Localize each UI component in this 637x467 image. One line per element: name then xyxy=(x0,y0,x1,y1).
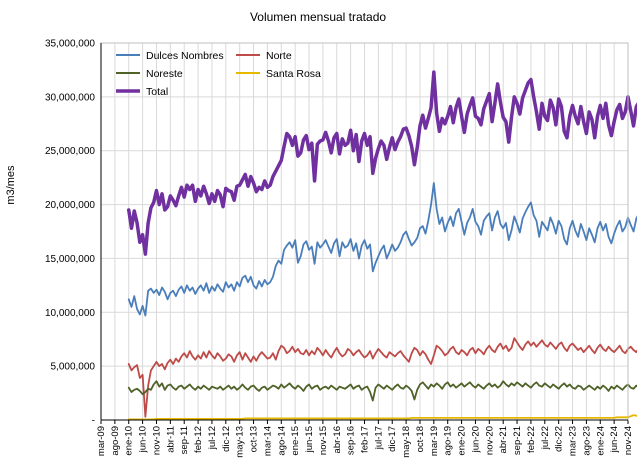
x-tick-label: sep-21 xyxy=(512,426,523,455)
x-tick-label: ene-20 xyxy=(457,426,468,456)
x-tick-label: oct-18 xyxy=(415,426,426,452)
x-tick-label: abr-21 xyxy=(498,426,509,453)
y-tick-label: 35,000,000 xyxy=(45,39,95,50)
y-tick-label: 15,000,000 xyxy=(45,254,95,265)
x-tick-label: feb-22 xyxy=(526,426,537,453)
chart-title: Volumen mensual tratado xyxy=(250,10,386,24)
x-tick-label: abr-16 xyxy=(332,426,343,453)
x-tick-label: dic-17 xyxy=(387,426,398,452)
x-tick-label: oct-13 xyxy=(249,426,260,452)
x-tick-label: sep-16 xyxy=(346,426,357,455)
x-tick-label: dic-22 xyxy=(554,426,565,452)
x-tick-label: ago-23 xyxy=(581,426,592,456)
x-tick-label: jun-24 xyxy=(609,426,620,453)
x-tick-label: mar-14 xyxy=(262,426,273,456)
series-line-norte xyxy=(127,337,637,418)
x-tick-label: jun-15 xyxy=(304,426,315,453)
x-tick-label: jul-17 xyxy=(373,426,384,450)
legend-label: Santa Rosa xyxy=(266,68,321,80)
x-tick-label: mar-19 xyxy=(429,426,440,456)
x-tick-label: nov-24 xyxy=(623,426,634,455)
x-tick-label: nov-10 xyxy=(151,426,162,455)
legend-label: Dulces Nombres xyxy=(146,50,224,62)
y-tick-label: 20,000,000 xyxy=(45,200,95,211)
y-tick-label: 30,000,000 xyxy=(45,92,95,103)
x-tick-label: may-13 xyxy=(235,426,246,458)
series-line-total xyxy=(126,70,637,256)
x-tick-label: jul-12 xyxy=(207,426,218,450)
series-line-noreste xyxy=(127,380,637,402)
legend: Dulces Nombres Norte Noreste Santa Rosa Tota… xyxy=(116,50,321,98)
x-tick-label: ago-14 xyxy=(276,426,287,456)
legend-label: Noreste xyxy=(146,68,183,80)
x-tick-label: ene-15 xyxy=(290,426,301,456)
x-tick-label: jun-20 xyxy=(470,426,481,453)
x-tick-label: mar-23 xyxy=(568,426,579,456)
x-tick-label: nov-20 xyxy=(484,426,495,455)
x-tick-label: jul-22 xyxy=(540,426,551,450)
x-tick-label: dic-12 xyxy=(221,426,232,452)
y-tick-label: - xyxy=(92,416,95,427)
y-tick-label: 5,000,000 xyxy=(51,362,96,373)
x-tick-label: nov-15 xyxy=(318,426,329,455)
x-tick-label: feb-17 xyxy=(360,426,371,453)
x-tick-label: abr-11 xyxy=(165,426,176,453)
x-tick-label: ene-10 xyxy=(124,426,135,456)
y-tick-labels: - 5,000,000 10,000,000 15,000,000 20,000,000… xyxy=(45,39,95,427)
x-tick-label: jun-10 xyxy=(138,426,149,453)
x-tick-label: feb-12 xyxy=(193,426,204,453)
series-line-dulces-nombres xyxy=(127,182,637,317)
series-line-santa-rosa xyxy=(127,414,637,421)
x-tick-label: sep-11 xyxy=(179,426,190,454)
x-tick-labels: mar-09 ago-09 ene-10 jun-10 nov-10 abr-11 sep-… xyxy=(96,426,634,458)
x-tick-label: ago-19 xyxy=(443,426,454,456)
x-tick-label: may-18 xyxy=(401,426,412,458)
x-tick-label: ago-09 xyxy=(110,426,121,456)
axes xyxy=(100,42,629,424)
y-axis-label: m3/mes xyxy=(5,165,17,205)
gridlines xyxy=(100,42,629,420)
x-tick-label: ene-24 xyxy=(595,426,606,456)
legend-label: Norte xyxy=(266,50,292,62)
x-tick-label: mar-09 xyxy=(96,426,107,456)
series-lines xyxy=(126,70,637,421)
y-tick-label: 25,000,000 xyxy=(45,146,95,157)
legend-label: Total xyxy=(146,86,168,98)
y-tick-label: 10,000,000 xyxy=(45,308,95,319)
